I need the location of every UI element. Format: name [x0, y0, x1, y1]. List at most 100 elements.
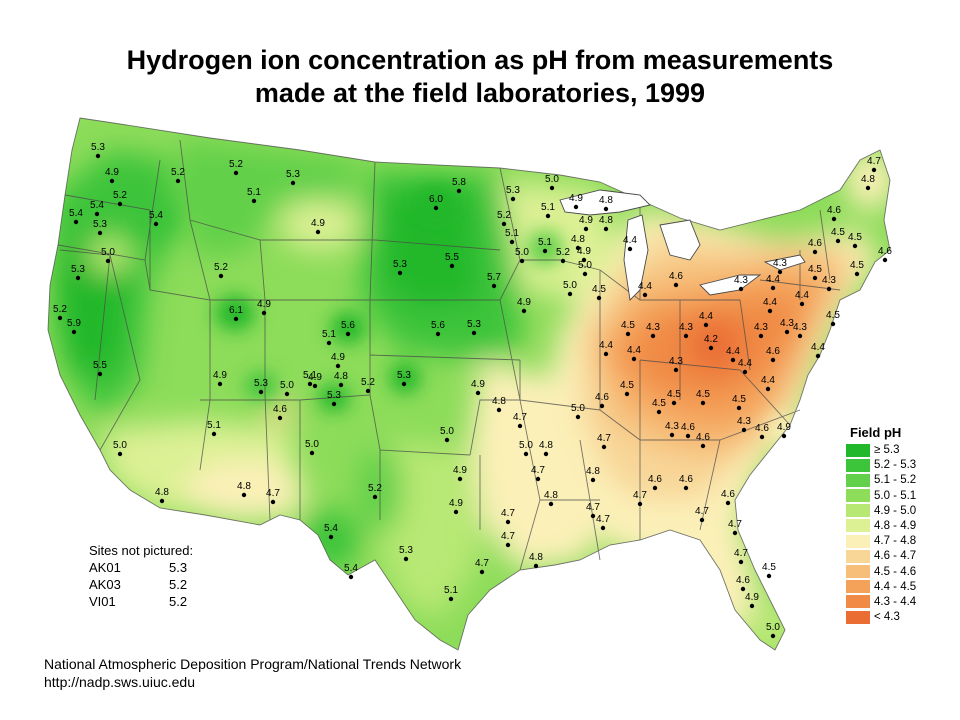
- station-dot: [491, 283, 497, 289]
- station-dot: [175, 178, 181, 184]
- site-row: AK03 5.2: [89, 576, 193, 593]
- station-value: 5.0: [571, 403, 585, 414]
- station-value: 5.1: [541, 202, 555, 213]
- station: 4.6: [827, 205, 841, 222]
- station-value: 5.2: [113, 190, 127, 201]
- station-dot: [217, 381, 223, 387]
- station: 4.7: [501, 508, 515, 525]
- station: 4.4: [795, 290, 809, 307]
- station-value: 5.0: [515, 247, 529, 258]
- station: 5.2: [214, 262, 228, 279]
- station-value: 4.9: [308, 372, 322, 383]
- station-value: 5.8: [452, 177, 466, 188]
- station: 5.0: [440, 426, 454, 443]
- map-title: Hydrogen ion concentration as pH from me…: [0, 44, 960, 110]
- station-value: 4.9: [471, 379, 485, 390]
- station-dot: [627, 246, 633, 252]
- station-dot: [826, 286, 832, 292]
- legend-item: ≥ 5.3: [846, 443, 946, 457]
- station-dot: [631, 356, 637, 362]
- station: 4.8: [155, 487, 169, 504]
- station-value: 4.5: [620, 380, 634, 391]
- legend-item: < 4.3: [846, 610, 946, 624]
- station: 4.3: [665, 421, 679, 438]
- station-dot: [71, 329, 77, 335]
- station: 4.5: [762, 562, 776, 579]
- station-value: 4.4: [623, 235, 637, 246]
- station: 4.5: [592, 284, 606, 301]
- station-value: 5.3: [397, 370, 411, 381]
- station-dot: [401, 381, 407, 387]
- station-value: 4.8: [544, 490, 558, 501]
- station: 5.2: [229, 159, 243, 176]
- station-value: 4.9: [331, 352, 345, 363]
- station-value: 6.1: [229, 305, 243, 316]
- station: 5.1: [505, 228, 519, 245]
- station-dot: [871, 167, 877, 173]
- station-dot: [479, 569, 485, 575]
- station-dot: [117, 451, 123, 457]
- station-dot: [708, 345, 714, 351]
- station: 4.6: [766, 346, 780, 363]
- station: 4.5: [696, 389, 710, 406]
- title-line-2: made at the field laboratories, 1999: [254, 78, 706, 108]
- station-dot: [261, 310, 267, 316]
- station-value: 4.4: [627, 345, 641, 356]
- station-dot: [749, 603, 755, 609]
- station-dot: [865, 185, 871, 191]
- station: 4.8: [529, 552, 543, 569]
- station-dot: [270, 499, 276, 505]
- station-dot: [599, 403, 605, 409]
- station-value: 4.5: [826, 310, 840, 321]
- station-value: 5.3: [254, 378, 268, 389]
- station: 5.1: [322, 329, 336, 346]
- station: 5.3: [397, 370, 411, 387]
- sites-not-pictured-title: Sites not pictured:: [89, 543, 194, 558]
- station-dot: [770, 285, 776, 291]
- station: 5.3: [467, 319, 481, 336]
- station-dot: [669, 432, 675, 438]
- station-value: 4.4: [766, 274, 780, 285]
- station: 5.0: [766, 622, 780, 639]
- legend-rows: ≥ 5.3 5.2 - 5.3 5.1 - 5.2 5.0 - 5.1 4.9 - 5.…: [846, 443, 946, 624]
- station: 4.3: [679, 322, 693, 339]
- station: 4.8: [544, 490, 558, 507]
- state-boundaries: [47, 117, 891, 651]
- station-value: 5.2: [171, 167, 185, 178]
- station-dot: [732, 530, 738, 536]
- legend-item: 4.5 - 4.6: [846, 565, 946, 579]
- station: 4.4: [811, 342, 825, 359]
- station-dot: [348, 574, 354, 580]
- station: 4.3: [737, 416, 751, 433]
- station-dot: [673, 282, 679, 288]
- station-dot: [642, 292, 648, 298]
- station-value: 4.4: [763, 297, 777, 308]
- station-dot: [656, 409, 662, 415]
- station-dot: [403, 556, 409, 562]
- station: 4.3: [773, 258, 787, 275]
- legend-label: 4.3 - 4.4: [874, 595, 917, 608]
- station-value: 4.5: [667, 389, 681, 400]
- station-value: 5.2: [214, 262, 228, 273]
- station-value: 4.7: [586, 502, 600, 513]
- station-dot: [543, 451, 549, 457]
- station-dot: [685, 433, 691, 439]
- station-value: 5.3: [393, 259, 407, 270]
- station-dot: [601, 444, 607, 450]
- station: 4.7: [596, 514, 610, 531]
- station: 4.3: [754, 322, 768, 339]
- station-value: 5.5: [93, 360, 107, 371]
- station: 4.6: [721, 489, 735, 506]
- station-dot: [312, 383, 318, 389]
- station: 4.9: [745, 592, 759, 609]
- station-value: 4.4: [726, 346, 740, 357]
- station-dot: [117, 201, 123, 207]
- station: 4.7: [513, 412, 527, 429]
- station-dot: [448, 596, 454, 602]
- station: 5.2: [113, 190, 127, 207]
- station-dot: [736, 405, 742, 411]
- station-dot: [372, 494, 378, 500]
- station-value: 4.9: [449, 498, 463, 509]
- station-value: 4.6: [696, 432, 710, 443]
- station: 4.9: [471, 379, 485, 396]
